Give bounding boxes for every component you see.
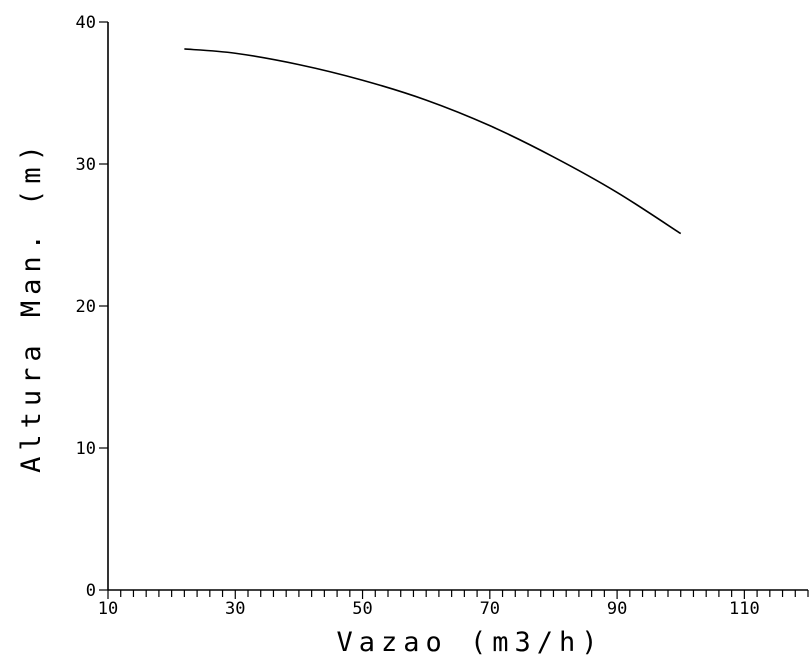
y-tick-label: 40 (76, 13, 96, 33)
y-axis-title: Altura Man. (m) (16, 139, 47, 473)
y-tick-label: 10 (76, 439, 96, 459)
x-tick-label: 70 (480, 599, 500, 619)
x-tick-label: 30 (225, 599, 245, 619)
x-tick-label: 110 (729, 599, 760, 619)
series-line-0 (184, 48, 682, 235)
y-tick-label: 20 (76, 297, 96, 317)
axes (107, 22, 808, 591)
y-tick-label: 30 (76, 155, 96, 175)
x-tick-label: 50 (352, 599, 372, 619)
y-tick-label: 0 (86, 581, 96, 601)
ticks (99, 21, 809, 599)
series-layer (184, 48, 682, 235)
x-axis-title: Vazao (m3/h) (336, 627, 603, 658)
x-tick-label: 10 (98, 599, 118, 619)
x-tick-label: 90 (607, 599, 627, 619)
